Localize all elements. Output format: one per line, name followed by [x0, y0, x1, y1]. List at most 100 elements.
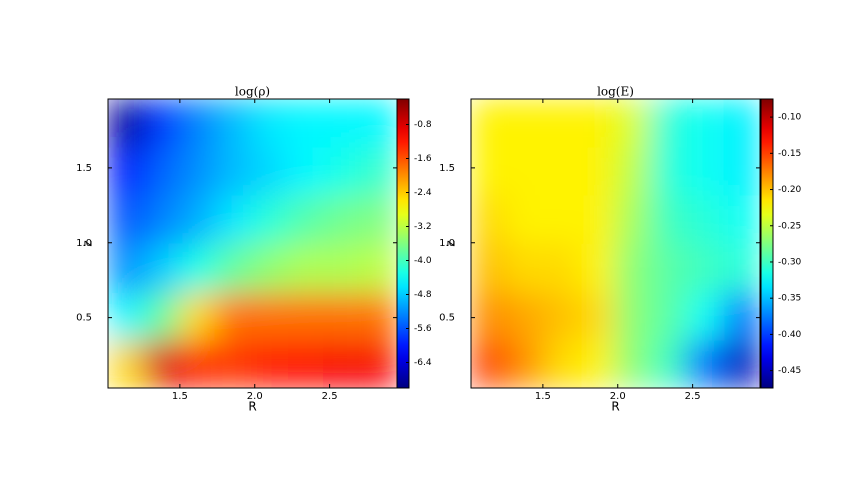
heatmap	[471, 99, 760, 388]
cell	[614, 291, 652, 341]
cell	[179, 146, 217, 196]
cell	[650, 291, 688, 341]
cell	[108, 146, 145, 196]
colorbar	[396, 98, 410, 389]
colorbar-tick-label: -6.4	[414, 358, 432, 368]
cell	[506, 243, 544, 293]
cell	[323, 339, 361, 388]
cell	[179, 99, 217, 148]
cell	[614, 194, 652, 244]
colorbar-tick-label: -3.2	[414, 222, 432, 232]
colorbar-tick-label: -1.6	[414, 154, 432, 164]
cell	[179, 291, 217, 341]
cell	[215, 99, 253, 148]
x-axis-label: R	[248, 400, 256, 414]
cell	[323, 291, 361, 341]
chart-title: log(ρ)	[235, 85, 270, 99]
plot-frame	[470, 98, 761, 389]
cell	[506, 146, 544, 196]
colorbar-tick-label: -0.10	[778, 113, 802, 123]
cell	[506, 99, 544, 148]
cell	[542, 339, 580, 388]
cell	[251, 339, 289, 388]
cell	[287, 243, 325, 293]
cell	[650, 339, 688, 388]
cell	[542, 146, 580, 196]
cell	[506, 291, 544, 341]
cell	[251, 243, 289, 293]
cell	[108, 243, 145, 293]
cell	[542, 291, 580, 341]
colorbar-tick-label: -2.4	[414, 188, 432, 198]
cell	[287, 146, 325, 196]
x-tick-label: 1.5	[172, 391, 188, 402]
cell	[578, 146, 616, 196]
cell	[578, 243, 616, 293]
colorbar-tick-label: -0.35	[778, 294, 801, 304]
colorbar	[760, 98, 774, 389]
cell	[215, 339, 253, 388]
cell	[108, 99, 145, 148]
cell	[360, 243, 397, 293]
cell	[723, 99, 760, 148]
cell	[471, 99, 508, 148]
cell	[108, 291, 145, 341]
cell	[542, 243, 580, 293]
cell	[143, 339, 181, 388]
cell	[650, 99, 688, 148]
cell	[650, 194, 688, 244]
colorbar-tick-label: -0.30	[778, 257, 802, 267]
cell	[723, 291, 760, 341]
chart-title: log(E)	[597, 85, 634, 99]
cell	[360, 291, 397, 341]
cell	[360, 99, 397, 148]
cell	[542, 194, 580, 244]
y-axis-label: z	[81, 240, 95, 246]
y-axis-label: z	[444, 240, 458, 246]
cell	[471, 339, 508, 388]
cell	[686, 146, 724, 196]
cell	[179, 194, 217, 244]
cell	[723, 194, 760, 244]
y-tick-label: 0.5	[439, 313, 455, 324]
cell	[614, 99, 652, 148]
colorbar-tick-label: -0.15	[778, 149, 801, 159]
cell	[650, 146, 688, 196]
x-tick-label: 1.5	[535, 391, 551, 402]
cell	[143, 291, 181, 341]
cell	[686, 339, 724, 388]
cell	[578, 194, 616, 244]
cell	[215, 194, 253, 244]
x-tick-label: 2.5	[322, 391, 338, 402]
heatmap	[108, 99, 397, 388]
cell	[650, 243, 688, 293]
colorbar-tick-label: -4.8	[414, 290, 432, 300]
cell	[723, 243, 760, 293]
cell	[323, 194, 361, 244]
cell	[471, 291, 508, 341]
cell	[686, 291, 724, 341]
cell	[179, 243, 217, 293]
cell	[614, 146, 652, 196]
cell	[108, 339, 145, 388]
colorbar-tick-label: -0.40	[778, 330, 802, 340]
cell	[578, 99, 616, 148]
x-tick-label: 2.0	[247, 391, 263, 402]
cell	[686, 194, 724, 244]
y-tick-label: 1.5	[76, 163, 92, 174]
cell	[287, 99, 325, 148]
cell	[360, 339, 397, 388]
cell	[360, 194, 397, 244]
cell	[506, 339, 544, 388]
heatmap-cells	[471, 99, 760, 388]
cell	[287, 194, 325, 244]
cell	[686, 99, 724, 148]
cell	[471, 146, 508, 196]
heatmap-cells	[108, 99, 397, 388]
cell	[215, 291, 253, 341]
cell	[542, 99, 580, 148]
cell	[614, 339, 652, 388]
x-tick-label: 2.5	[685, 391, 701, 402]
y-tick-label: 1.5	[439, 163, 455, 174]
